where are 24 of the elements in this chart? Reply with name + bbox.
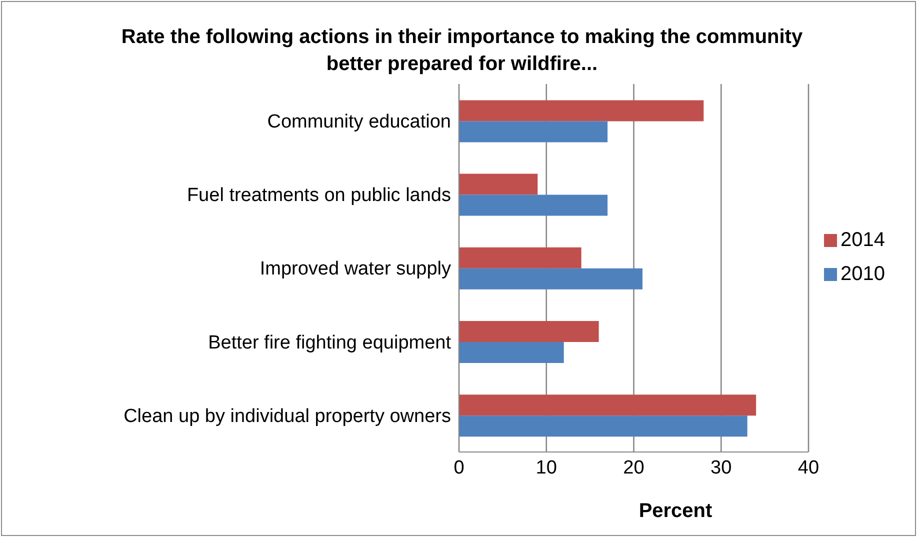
bar bbox=[459, 416, 748, 437]
x-tick-label: 30 bbox=[710, 457, 732, 478]
y-tick-label: Fuel treatments on public lands bbox=[186, 185, 451, 206]
bar bbox=[459, 394, 756, 416]
y-tick-label: Clean up by individual property owners bbox=[124, 406, 451, 427]
x-tick-label: 40 bbox=[798, 457, 820, 478]
bar bbox=[459, 320, 599, 342]
x-axis-title: Percent bbox=[638, 500, 714, 523]
bar bbox=[459, 121, 608, 142]
bar bbox=[459, 174, 538, 195]
legend-label: 2010 bbox=[840, 263, 885, 285]
bar bbox=[459, 100, 704, 122]
bar bbox=[459, 247, 582, 268]
bar bbox=[459, 342, 564, 363]
y-tick-label: Improved water supply bbox=[260, 258, 452, 280]
bar bbox=[459, 194, 608, 216]
y-tick-label: Better fire fighting equipment bbox=[208, 332, 452, 354]
chart-title: Rate the following actions in their importance to making the community better prepared for wildfire... bbox=[120, 25, 804, 77]
y-tick-label: Community education bbox=[267, 112, 451, 133]
legend-label: 2014 bbox=[840, 229, 885, 251]
x-tick-label: 10 bbox=[536, 457, 557, 478]
bar bbox=[459, 268, 642, 290]
x-tick-label: 0 bbox=[454, 457, 464, 478]
x-tick-label: 20 bbox=[623, 457, 644, 478]
